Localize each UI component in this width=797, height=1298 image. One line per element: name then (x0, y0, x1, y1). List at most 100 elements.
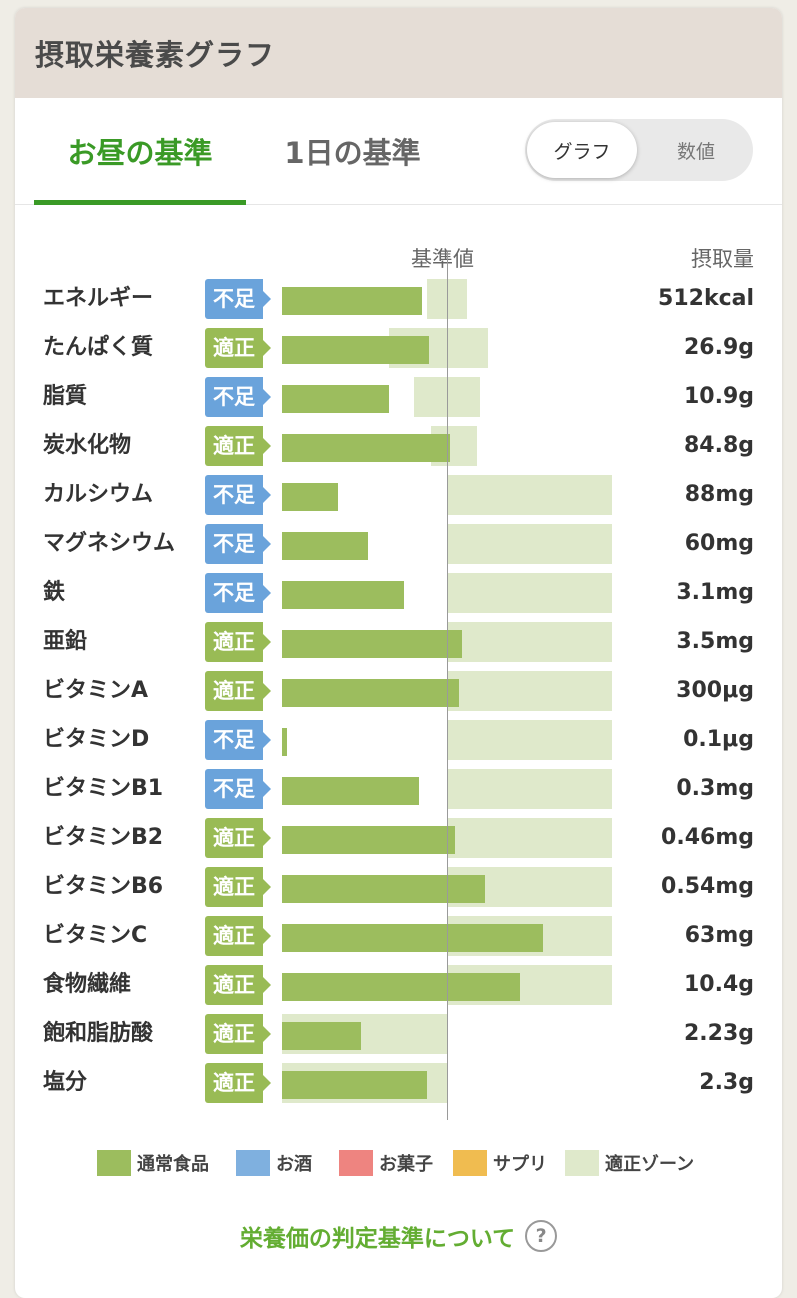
intake-bar (282, 581, 405, 609)
nutrient-name: 炭水化物 (43, 433, 132, 458)
status-badge: 適正 (205, 671, 271, 711)
appropriate-zone (427, 279, 467, 319)
intake-bar (282, 336, 429, 364)
nutrient-graph-card: 摂取栄養素グラフ お昼の基準 1日の基準 グラフ 数値 基準値 摂取量 エネルギ… (15, 8, 782, 1298)
nutrient-row: ビタミンB6 適正 0.54mg (15, 867, 782, 916)
reference-column-header: 基準値 (411, 247, 474, 271)
help-icon[interactable]: ? (525, 1220, 558, 1252)
intake-amount: 2.23g (683, 1021, 754, 1046)
legend-swatch (339, 1150, 373, 1176)
legend-label: サプリ (493, 1154, 547, 1175)
legend-label: お酒 (276, 1154, 312, 1175)
intake-amount: 3.1mg (676, 580, 754, 605)
intake-amount: 0.54mg (661, 874, 754, 899)
appropriate-zone (447, 671, 612, 711)
nutrient-name: ビタミンB1 (43, 776, 164, 801)
appropriate-zone (447, 818, 612, 858)
intake-amount: 3.5mg (676, 629, 754, 654)
status-badge: 適正 (205, 328, 271, 368)
status-badge: 適正 (205, 818, 271, 858)
nutrient-row: 炭水化物 適正 84.8g (15, 426, 782, 475)
nutrient-row: ビタミンA 適正 300μg (15, 671, 782, 720)
tab-lunch-standard[interactable]: お昼の基準 (34, 98, 246, 205)
status-badge: 不足 (205, 769, 271, 809)
intake-bar (282, 679, 459, 707)
reference-line (447, 252, 448, 1120)
nutrient-row: カルシウム 不足 88mg (15, 475, 782, 524)
legend: 通常食品 お酒 お菓子 サプリ 適正ゾーン (15, 1148, 782, 1178)
intake-bar (282, 826, 456, 854)
status-badge: 不足 (205, 279, 271, 319)
numbers-view-button[interactable]: 数値 (676, 140, 715, 163)
nutrient-name: マグネシウム (43, 531, 176, 556)
criteria-link[interactable]: 栄養価の判定基準について ? (15, 1218, 782, 1254)
nutrient-name: ビタミンA (43, 678, 149, 703)
nutrient-row: 食物繊維 適正 10.4g (15, 965, 782, 1014)
intake-amount: 512kcal (658, 286, 754, 311)
status-badge: 適正 (205, 622, 271, 662)
nutrient-row: 脂質 不足 10.9g (15, 377, 782, 426)
status-badge: 適正 (205, 1014, 271, 1054)
intake-amount: 10.9g (683, 384, 754, 409)
appropriate-zone (447, 573, 612, 613)
intake-amount: 0.46mg (661, 825, 754, 850)
graph-view-button[interactable]: グラフ (527, 122, 637, 178)
nutrient-name: 塩分 (43, 1070, 88, 1095)
intake-amount: 0.1μg (683, 727, 754, 752)
intake-bar (282, 630, 462, 658)
intake-bar (282, 434, 451, 462)
intake-bar (282, 385, 390, 413)
appropriate-zone (447, 524, 612, 564)
intake-bar (282, 532, 368, 560)
intake-bar (282, 1022, 362, 1050)
nutrient-name: カルシウム (43, 482, 154, 507)
appropriate-zone (447, 622, 612, 662)
nutrient-name: たんぱく質 (43, 335, 154, 360)
legend-item: お菓子 (339, 1148, 433, 1178)
status-badge: 適正 (205, 867, 271, 907)
criteria-link-label: 栄養価の判定基準について (239, 1226, 516, 1252)
nutrient-name: ビタミンB2 (43, 825, 164, 850)
intake-bar (282, 777, 419, 805)
appropriate-zone (447, 769, 612, 809)
nutrient-row: マグネシウム 不足 60mg (15, 524, 782, 573)
nutrient-row: 飽和脂肪酸 適正 2.23g (15, 1014, 782, 1063)
intake-bar (282, 875, 485, 903)
legend-item: サプリ (453, 1148, 547, 1178)
intake-column-header: 摂取量 (691, 247, 754, 271)
legend-swatch (453, 1150, 487, 1176)
appropriate-zone (447, 475, 612, 515)
nutrient-name: 脂質 (43, 384, 88, 409)
status-badge: 不足 (205, 377, 271, 417)
nutrient-row: 鉄 不足 3.1mg (15, 573, 782, 622)
status-badge: 不足 (205, 573, 271, 613)
nutrient-row: ビタミンB2 適正 0.46mg (15, 818, 782, 867)
intake-amount: 84.8g (683, 433, 754, 458)
nutrient-name: 食物繊維 (43, 972, 132, 997)
intake-bar (282, 924, 543, 952)
card-title: 摂取栄養素グラフ (15, 8, 782, 98)
intake-amount: 63mg (684, 923, 754, 948)
nutrient-row: ビタミンC 適正 63mg (15, 916, 782, 965)
nutrient-row: ビタミンB1 不足 0.3mg (15, 769, 782, 818)
intake-bar (282, 483, 339, 511)
legend-item: お酒 (236, 1148, 312, 1178)
legend-swatch (97, 1150, 131, 1176)
intake-amount: 88mg (684, 482, 754, 507)
nutrient-name: 飽和脂肪酸 (43, 1021, 154, 1046)
intake-amount: 26.9g (683, 335, 754, 360)
legend-label: 通常食品 (137, 1154, 209, 1175)
intake-bar (282, 728, 287, 756)
status-badge: 適正 (205, 916, 271, 956)
nutrient-name: 亜鉛 (43, 629, 88, 654)
intake-bar (282, 1071, 428, 1099)
status-badge: 適正 (205, 1063, 271, 1103)
status-badge: 不足 (205, 524, 271, 564)
intake-amount: 300μg (676, 678, 754, 703)
intake-amount: 2.3g (699, 1070, 754, 1095)
nutrient-name: ビタミンD (43, 727, 150, 752)
appropriate-zone (447, 720, 612, 760)
tab-daily-standard[interactable]: 1日の基準 (284, 136, 421, 170)
legend-swatch (236, 1150, 270, 1176)
legend-item: 通常食品 (97, 1148, 209, 1178)
